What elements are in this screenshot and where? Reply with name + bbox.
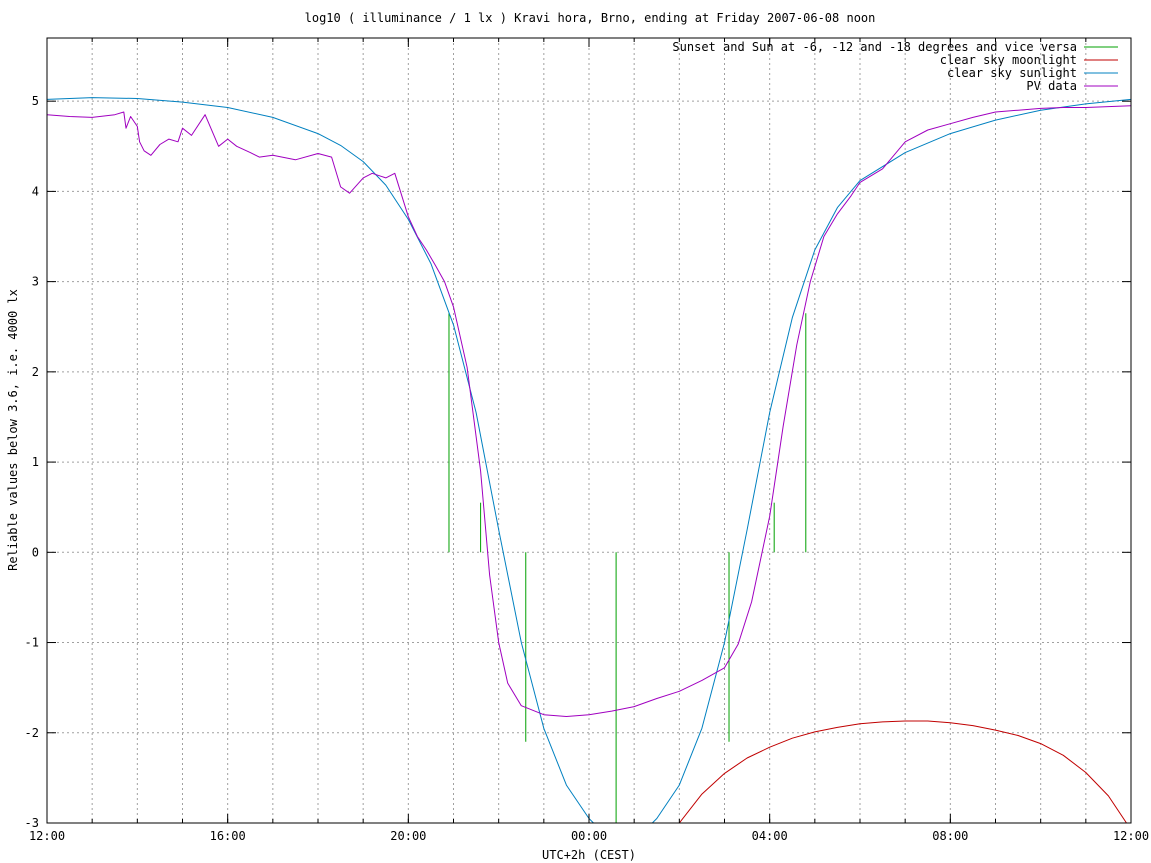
legend: Sunset and Sun at -6, -12 and -18 degree… xyxy=(672,40,1118,93)
x-tick-label: 04:00 xyxy=(752,829,788,843)
series-line xyxy=(678,720,1127,823)
series-1 xyxy=(448,313,807,823)
y-tick-label: -2 xyxy=(25,726,39,740)
series-2 xyxy=(678,720,1127,823)
y-tick-label: -3 xyxy=(25,816,39,830)
x-tick-label: 12:00 xyxy=(1113,829,1149,843)
legend-label: PV data xyxy=(1026,79,1077,93)
y-axis-label: Reliable values below 3.6, i.e. 4000 lx xyxy=(6,289,20,571)
y-tick-label: 5 xyxy=(32,94,39,108)
x-tick-label: 16:00 xyxy=(210,829,246,843)
y-tick-label: 3 xyxy=(32,275,39,289)
x-tick-label: 20:00 xyxy=(390,829,426,843)
tick-layer: 12:00 16:00 20:00 00:00 04:00 08:00 12:00 5 4 3 2 1… xyxy=(25,38,1149,843)
x-tick-label: 08:00 xyxy=(932,829,968,843)
series-4 xyxy=(47,105,1131,717)
chart-title: log10 ( illuminance / 1 lx ) Kravi hora,… xyxy=(305,11,876,25)
legend-label: Sunset and Sun at -6, -12 and -18 degree… xyxy=(672,40,1077,54)
legend-label: clear sky moonlight xyxy=(940,53,1077,67)
x-axis-label: UTC+2h (CEST) xyxy=(542,848,636,862)
legend-label: clear sky sunlight xyxy=(947,66,1077,80)
series-line xyxy=(47,105,1131,717)
x-tick-label: 00:00 xyxy=(571,829,607,843)
grid-layer xyxy=(47,38,1131,823)
x-tick-label: 12:00 xyxy=(29,829,65,843)
y-tick-label: -1 xyxy=(25,636,39,650)
y-tick-label: 0 xyxy=(32,545,39,559)
y-tick-label: 1 xyxy=(32,455,39,469)
y-tick-label: 2 xyxy=(32,365,39,379)
y-tick-label: 4 xyxy=(32,184,39,198)
